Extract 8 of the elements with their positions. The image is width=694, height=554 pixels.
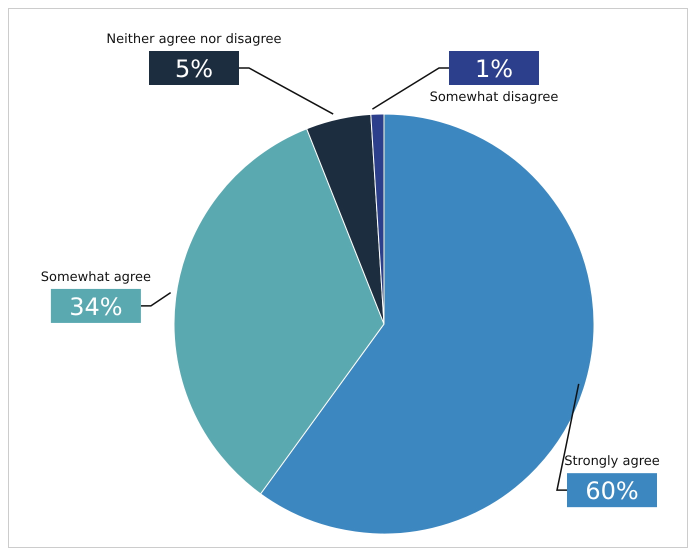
slice-label: Somewhat disagree: [430, 90, 558, 105]
data-label: 5%: [174, 55, 214, 83]
data-label: 1%: [474, 55, 514, 83]
slice-label: Somewhat agree: [40, 270, 151, 285]
data-label: 60%: [585, 477, 639, 506]
slice-label: Neither agree nor disagree: [106, 32, 282, 47]
data-label: 34%: [69, 292, 123, 321]
slice-label: Strongly agree: [564, 454, 660, 470]
